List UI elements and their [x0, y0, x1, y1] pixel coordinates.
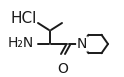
Text: O: O	[58, 62, 68, 76]
Text: H₂N: H₂N	[8, 36, 34, 50]
Text: N: N	[77, 37, 87, 51]
Text: HCl: HCl	[11, 11, 37, 26]
